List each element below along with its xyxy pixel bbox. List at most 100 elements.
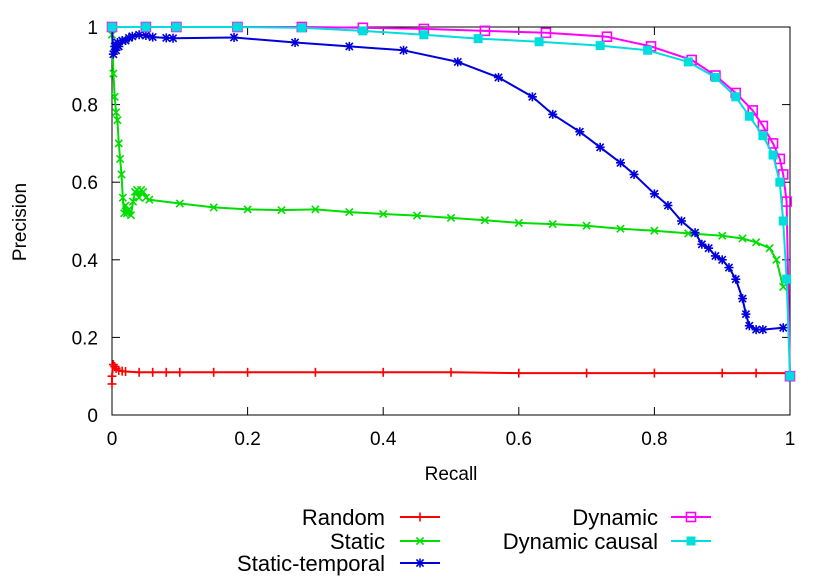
data-point bbox=[399, 45, 409, 55]
data-point bbox=[243, 367, 253, 377]
y-tick-label: 0.8 bbox=[72, 96, 98, 117]
data-point bbox=[110, 92, 119, 102]
data-point bbox=[751, 325, 761, 335]
x-tick-label: 0.4 bbox=[370, 429, 397, 450]
data-point bbox=[480, 216, 490, 225]
data-point bbox=[115, 154, 125, 164]
data-point bbox=[126, 211, 136, 220]
x-tick-label: 0 bbox=[107, 429, 118, 450]
data-point bbox=[758, 325, 768, 335]
data-point bbox=[358, 26, 368, 36]
data-point bbox=[775, 177, 785, 187]
data-point bbox=[772, 255, 781, 264]
legend-entry-static-temporal: Static-temporal bbox=[237, 551, 440, 576]
data-point bbox=[141, 31, 151, 41]
data-point bbox=[111, 108, 121, 117]
legend-marker bbox=[415, 536, 425, 546]
data-point bbox=[683, 57, 693, 67]
legend-entry-static: Static bbox=[330, 529, 440, 554]
data-point bbox=[724, 263, 734, 273]
data-point bbox=[778, 323, 788, 333]
legend-marker bbox=[415, 512, 425, 522]
series-dynamic-causal bbox=[107, 22, 795, 381]
data-point bbox=[209, 367, 219, 377]
data-point bbox=[782, 274, 792, 284]
data-point bbox=[493, 72, 503, 82]
data-point bbox=[643, 45, 653, 55]
legend-marker bbox=[685, 511, 697, 523]
data-point bbox=[710, 72, 720, 82]
data-point bbox=[128, 197, 138, 206]
legend-label: Static bbox=[330, 529, 385, 554]
y-tick-label: 0 bbox=[87, 406, 98, 427]
data-point bbox=[117, 170, 126, 179]
legend-marker bbox=[415, 558, 425, 568]
data-point bbox=[232, 22, 242, 32]
data-point bbox=[731, 274, 741, 284]
y-tick-label: 0.6 bbox=[72, 173, 98, 194]
data-point bbox=[548, 219, 557, 229]
legend-label: Dynamic causal bbox=[503, 529, 658, 554]
data-point bbox=[741, 309, 751, 319]
series-random bbox=[107, 360, 795, 389]
data-point bbox=[785, 371, 795, 381]
data-point bbox=[277, 205, 286, 215]
data-point bbox=[161, 33, 171, 43]
data-point bbox=[175, 367, 185, 377]
data-point bbox=[134, 193, 144, 202]
data-point bbox=[446, 367, 456, 377]
series-line bbox=[111, 34, 785, 288]
data-point bbox=[690, 228, 700, 238]
y-axis-label: Precision bbox=[10, 183, 31, 261]
data-point bbox=[379, 209, 388, 219]
data-point bbox=[311, 205, 320, 214]
data-point bbox=[757, 120, 769, 132]
data-point bbox=[109, 69, 118, 78]
data-point bbox=[768, 150, 778, 160]
data-point bbox=[778, 216, 788, 226]
series-layer bbox=[106, 21, 796, 389]
data-point bbox=[751, 368, 761, 378]
data-point bbox=[344, 41, 354, 51]
data-point bbox=[148, 32, 158, 42]
data-point bbox=[684, 229, 693, 238]
data-point bbox=[290, 38, 300, 48]
data-point bbox=[107, 22, 117, 32]
data-point bbox=[110, 362, 120, 371]
data-point bbox=[297, 23, 307, 33]
y-tick-label: 0.4 bbox=[72, 251, 99, 272]
data-point bbox=[650, 226, 659, 235]
data-point bbox=[148, 367, 158, 377]
data-point bbox=[171, 22, 181, 32]
data-point bbox=[124, 205, 134, 214]
data-point bbox=[779, 282, 788, 292]
data-point bbox=[378, 367, 388, 377]
data-point bbox=[479, 25, 491, 37]
data-point bbox=[141, 22, 151, 32]
legend-entry-dynamic-causal: Dynamic causal bbox=[503, 529, 711, 554]
data-point bbox=[514, 368, 524, 378]
data-point bbox=[412, 211, 422, 220]
series-static-temporal bbox=[107, 22, 788, 335]
data-point bbox=[767, 138, 779, 149]
data-point bbox=[765, 243, 774, 253]
data-point bbox=[751, 238, 761, 247]
x-axis-label: Recall bbox=[425, 464, 478, 485]
legend-label: Static-temporal bbox=[237, 551, 385, 576]
data-point bbox=[209, 203, 218, 212]
data-point bbox=[718, 231, 727, 240]
x-tick-label: 0.8 bbox=[641, 429, 667, 450]
y-tick-label: 1 bbox=[87, 18, 98, 39]
legend-entry-dynamic: Dynamic bbox=[572, 505, 711, 530]
data-point bbox=[113, 115, 122, 125]
data-point bbox=[534, 37, 544, 47]
data-point bbox=[677, 216, 687, 226]
x-tick-label: 1 bbox=[785, 429, 796, 450]
data-point bbox=[663, 200, 673, 210]
series-static bbox=[107, 30, 788, 292]
data-point bbox=[744, 111, 754, 121]
data-point bbox=[229, 32, 239, 42]
plot-frame bbox=[111, 26, 791, 416]
data-point bbox=[540, 27, 552, 39]
